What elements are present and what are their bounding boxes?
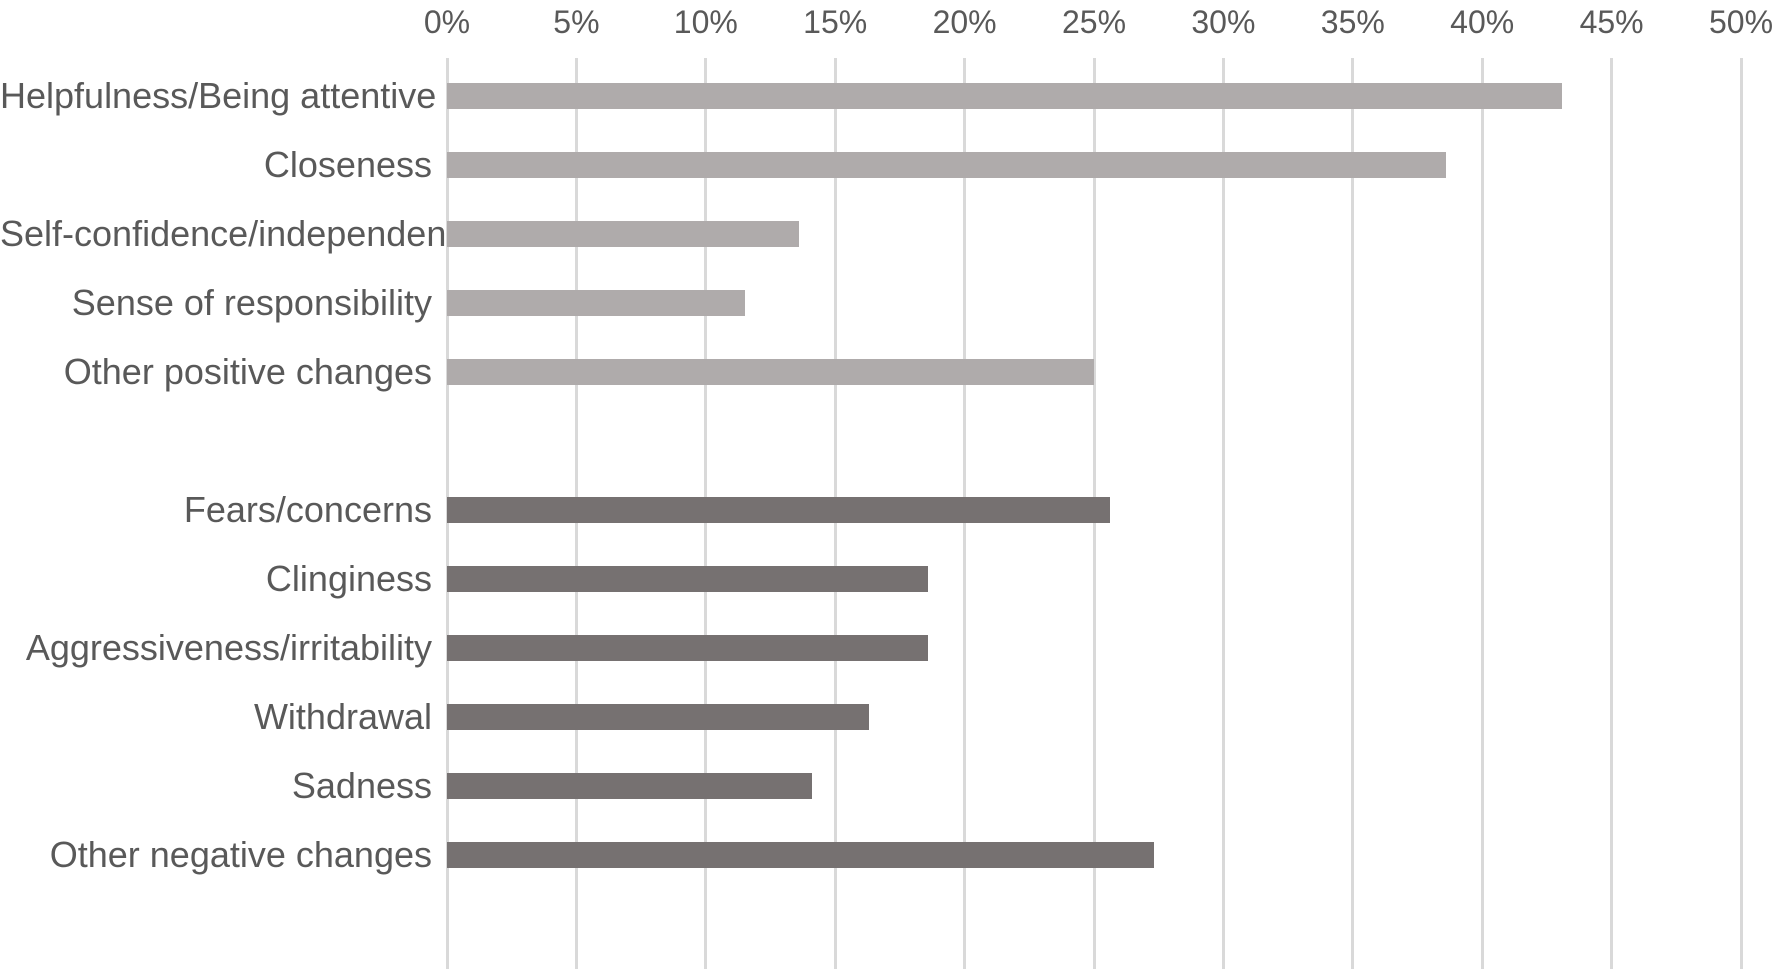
x-axis-tick-label: 45% [1579, 4, 1644, 40]
x-axis-tick-label: 25% [1061, 4, 1127, 40]
bar [447, 152, 1446, 178]
x-axis-tick-label: 35% [1320, 4, 1385, 40]
x-axis-tick-label: 20% [932, 4, 997, 40]
category-label: Self-confidence/independence [0, 213, 485, 254]
bar [447, 359, 1094, 385]
gridline [1610, 58, 1614, 969]
category-label: Withdrawal [253, 696, 432, 737]
x-axis-tick-label: 0% [423, 4, 471, 40]
gridline [1221, 58, 1225, 969]
category-label: Closeness [263, 144, 432, 185]
x-axis-tick-label: 15% [803, 4, 868, 40]
bar [447, 497, 1110, 523]
gridline [1480, 58, 1484, 969]
x-axis-tick-label: 50% [1708, 4, 1772, 40]
bar [447, 290, 745, 316]
category-label: Clinginess [265, 558, 432, 599]
bar [447, 842, 1154, 868]
gridline [1351, 58, 1355, 969]
category-label: Other positive changes [63, 351, 432, 392]
category-label: Helpfulness/Being attentive [0, 75, 437, 116]
category-label: Sense of responsibility [71, 282, 432, 323]
bar [447, 83, 1562, 109]
x-axis-tick-label: 30% [1191, 4, 1256, 40]
bar [447, 221, 799, 247]
bar [447, 566, 928, 592]
category-label: Aggressiveness/irritability [25, 627, 432, 668]
bar [447, 704, 869, 730]
gridline [1739, 58, 1743, 969]
x-axis-tick-label: 40% [1450, 4, 1515, 40]
bar [447, 773, 812, 799]
bar [447, 635, 928, 661]
category-label: Sadness [291, 765, 432, 806]
x-axis-tick-label: 5% [553, 4, 600, 40]
category-label: Fears/concerns [183, 489, 432, 530]
x-axis-tick-label: 10% [673, 4, 738, 40]
category-label: Other negative changes [49, 834, 432, 875]
